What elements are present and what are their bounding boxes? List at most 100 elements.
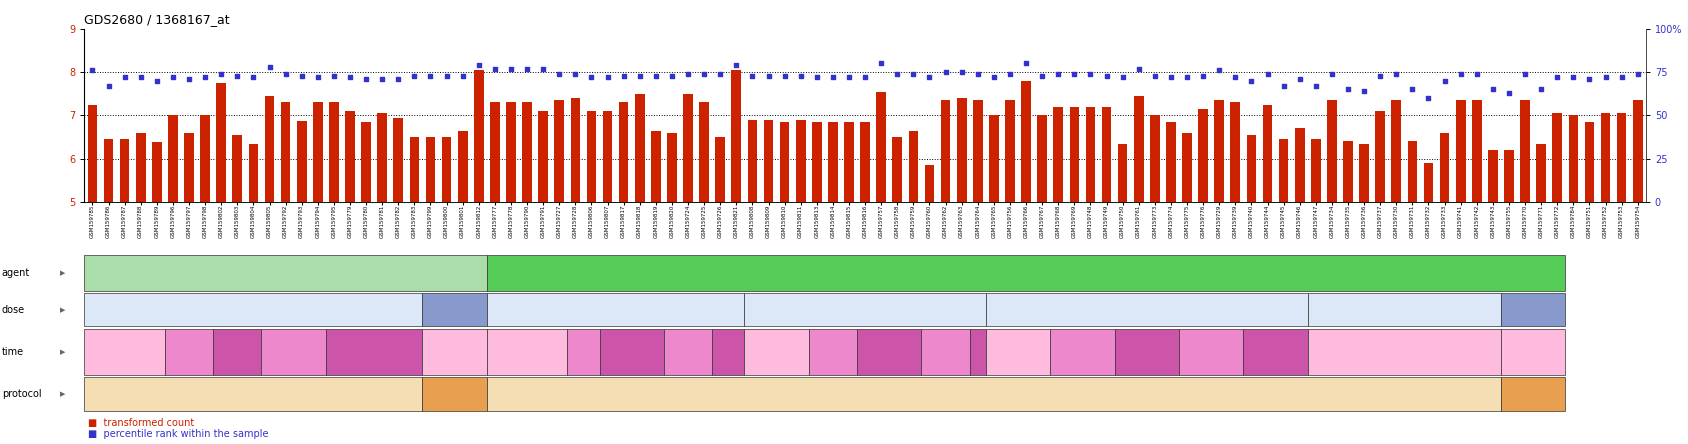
Point	[981, 74, 1008, 81]
Point	[1237, 77, 1264, 84]
Bar	[1182, 133, 1192, 202]
Bar	[603, 111, 613, 202]
Bar	[1617, 113, 1627, 202]
Point	[722, 62, 749, 69]
Point	[289, 72, 316, 79]
Bar	[1231, 103, 1241, 202]
Point	[771, 72, 798, 79]
Text: 19 d: 19 d	[363, 347, 385, 357]
Bar	[490, 103, 500, 202]
Text: instillation: instillation	[1506, 389, 1560, 399]
Point	[643, 72, 670, 79]
Point	[1205, 67, 1232, 74]
Point	[1190, 72, 1217, 79]
Text: ▶: ▶	[59, 349, 66, 355]
Text: GDS2680 / 1368167_at: GDS2680 / 1368167_at	[84, 13, 230, 26]
Text: 24 h: 24 h	[179, 347, 199, 357]
Bar	[972, 100, 982, 202]
Bar	[280, 103, 290, 202]
Point	[111, 74, 138, 81]
Bar	[795, 120, 805, 202]
Bar	[635, 94, 645, 202]
Point	[1545, 74, 1572, 81]
Text: 24 h: 24 h	[1072, 347, 1094, 357]
Bar	[1021, 81, 1031, 202]
Bar	[152, 142, 162, 202]
Text: protocol: protocol	[2, 389, 41, 399]
Point	[1560, 74, 1587, 81]
Bar	[1134, 96, 1143, 202]
Point	[1060, 70, 1087, 77]
Text: ▶: ▶	[59, 307, 66, 313]
Bar	[1568, 115, 1578, 202]
Text: inhalation: inhalation	[228, 389, 280, 399]
Bar	[1344, 141, 1352, 202]
Point	[1511, 70, 1538, 77]
Bar	[812, 122, 822, 202]
Text: ■  percentile rank within the sample: ■ percentile rank within the sample	[88, 429, 268, 439]
Point	[1173, 74, 1200, 81]
Bar	[1150, 115, 1160, 202]
Bar	[1102, 107, 1111, 202]
Bar	[103, 139, 113, 202]
Bar	[522, 103, 532, 202]
Text: 0.7 ppm: 0.7 ppm	[594, 305, 636, 315]
Point	[240, 74, 267, 81]
Point	[127, 74, 154, 81]
Text: 6 h: 6 h	[768, 347, 785, 357]
Text: 5 d: 5 d	[230, 347, 245, 357]
Point	[1367, 72, 1394, 79]
Text: 6 h: 6 h	[1526, 347, 1541, 357]
Point	[368, 75, 395, 83]
Bar	[1376, 111, 1386, 202]
Point	[739, 72, 766, 79]
Point	[1013, 60, 1040, 67]
Bar	[169, 115, 177, 202]
Point	[1335, 86, 1362, 93]
Text: 19 d: 19 d	[1264, 347, 1286, 357]
Bar	[506, 103, 517, 202]
Point	[932, 68, 959, 75]
Point	[707, 70, 734, 77]
Text: 0 mM: 0 mM	[441, 305, 469, 315]
Point	[1496, 89, 1523, 96]
Bar	[216, 83, 226, 202]
Point	[658, 72, 685, 79]
Bar	[1489, 150, 1497, 202]
Bar	[1280, 139, 1288, 202]
Text: instillation: instillation	[427, 389, 483, 399]
Text: 8 d: 8 d	[680, 347, 695, 357]
Bar	[829, 122, 837, 202]
Text: 6 h: 6 h	[520, 347, 535, 357]
Text: 2 ppm: 2 ppm	[849, 305, 881, 315]
Text: inhalation: inhalation	[967, 389, 1020, 399]
Point	[562, 70, 589, 77]
Bar	[120, 139, 130, 202]
Bar	[344, 111, 354, 202]
Point	[1318, 70, 1345, 77]
Point	[1528, 86, 1555, 93]
Text: 5 d: 5 d	[625, 347, 640, 357]
Point	[1431, 77, 1458, 84]
Text: ▶: ▶	[59, 270, 66, 276]
Point	[225, 72, 252, 79]
Point	[1109, 74, 1136, 81]
Point	[385, 75, 412, 83]
Bar	[1504, 150, 1514, 202]
Bar	[265, 96, 275, 202]
Point	[577, 74, 604, 81]
Point	[996, 70, 1023, 77]
Bar	[1472, 100, 1482, 202]
Text: dose: dose	[2, 305, 25, 315]
Point	[498, 65, 525, 72]
Bar	[1085, 107, 1096, 202]
Point	[964, 70, 991, 77]
Text: 15 ppm: 15 ppm	[1384, 305, 1425, 315]
Point	[1028, 72, 1055, 79]
Point	[852, 74, 879, 81]
Bar	[1214, 100, 1224, 202]
Point	[1479, 86, 1506, 93]
Bar	[1359, 143, 1369, 202]
Point	[594, 74, 621, 81]
Bar	[474, 70, 483, 202]
